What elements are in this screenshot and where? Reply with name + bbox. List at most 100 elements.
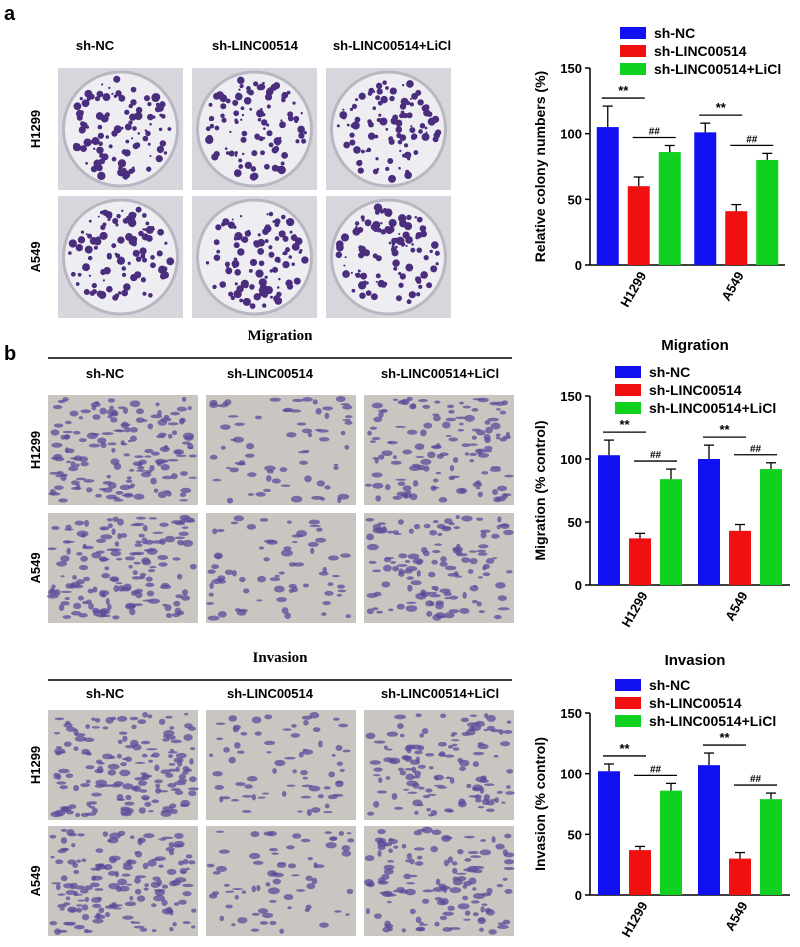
cell: [117, 739, 123, 745]
cell: [483, 794, 491, 801]
cell: [91, 875, 103, 881]
colony: [128, 120, 133, 125]
cell: [463, 868, 475, 872]
cell: [273, 585, 285, 593]
colony: [349, 132, 355, 138]
colony: [93, 237, 102, 246]
cell: [188, 790, 197, 797]
cell: [91, 552, 102, 559]
cell: [468, 726, 476, 731]
cell: [217, 575, 226, 581]
cell: [173, 840, 185, 848]
cell: [169, 748, 174, 752]
cell: [481, 471, 489, 475]
cell: [445, 434, 452, 438]
colony: [400, 241, 406, 247]
cell: [55, 883, 61, 891]
cell: [65, 890, 76, 895]
cell: [345, 614, 352, 619]
cell: [81, 858, 87, 862]
cell: [399, 733, 405, 738]
colony: [372, 168, 379, 175]
colony: [354, 116, 361, 123]
y-tick-label: 50: [568, 827, 582, 842]
cell: [327, 794, 338, 800]
colony: [382, 207, 388, 213]
cell: [116, 793, 124, 801]
cell: [381, 581, 391, 588]
cell: [333, 465, 339, 470]
cell: [373, 767, 383, 772]
colony: [419, 225, 427, 232]
column-label: sh-LINC00514+LiCl: [381, 686, 499, 701]
colony: [131, 168, 136, 173]
cell: [440, 556, 447, 563]
colony: [376, 227, 382, 233]
cell: [264, 740, 276, 746]
bar: [596, 127, 619, 265]
cell: [331, 753, 336, 757]
colony: [147, 102, 152, 107]
cell: [477, 491, 483, 498]
cell: [168, 433, 173, 439]
cell: [366, 543, 379, 551]
cell: [119, 484, 131, 491]
cell: [301, 784, 314, 788]
cell: [136, 895, 146, 902]
cell: [158, 562, 168, 567]
colony: [399, 134, 405, 140]
cell: [338, 723, 349, 728]
bar: [725, 211, 748, 265]
cell: [60, 601, 70, 606]
cell: [404, 888, 416, 896]
cell: [416, 570, 421, 577]
cell: [316, 480, 326, 487]
column-label: sh-LINC00514: [212, 38, 299, 53]
cell: [165, 772, 174, 778]
cell: [295, 889, 306, 892]
cell: [315, 408, 322, 415]
cell: [207, 569, 216, 574]
cell: [406, 576, 414, 580]
cell: [129, 469, 135, 472]
colony: [360, 273, 365, 279]
cell: [276, 596, 287, 603]
colony: [360, 149, 365, 154]
cell: [76, 907, 83, 913]
cell: [84, 519, 90, 527]
colony: [149, 154, 152, 158]
cell: [246, 443, 255, 450]
cell: [123, 583, 132, 591]
colony: [253, 241, 261, 248]
cell: [410, 580, 422, 586]
cell: [503, 529, 514, 536]
cell: [96, 550, 105, 554]
cell: [300, 770, 308, 776]
cell: [409, 858, 415, 865]
colony: [288, 255, 293, 259]
cell: [486, 714, 496, 722]
cell: [81, 913, 90, 921]
cell: [481, 892, 492, 897]
cell: [110, 783, 122, 788]
cell: [180, 595, 191, 601]
y-tick-label: 0: [575, 578, 582, 593]
colony: [423, 255, 429, 261]
colony: [406, 214, 412, 221]
cell: [171, 430, 178, 436]
colony: [278, 277, 281, 281]
cell: [109, 903, 117, 908]
cell: [413, 847, 425, 851]
cell: [89, 801, 98, 805]
cell: [176, 573, 183, 580]
cell: [397, 399, 408, 405]
cell: [413, 523, 421, 530]
cell: [220, 796, 231, 800]
cell: [444, 754, 455, 758]
colony: [121, 266, 127, 271]
cell: [324, 412, 330, 419]
colony: [209, 117, 213, 121]
colony: [120, 126, 124, 130]
cell: [232, 724, 241, 731]
colony: [143, 95, 151, 102]
